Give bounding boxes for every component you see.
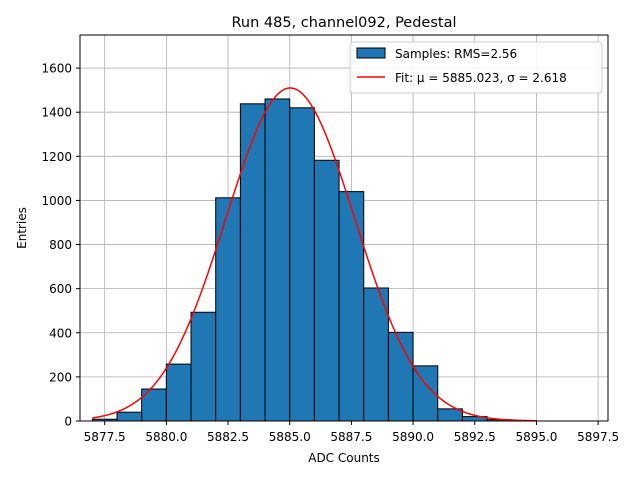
legend: Samples: RMS=2.56 Fit: μ = 5885.023, σ =… — [349, 41, 603, 94]
y-tick-label: 600 — [49, 282, 72, 296]
histogram-bar — [289, 107, 315, 422]
y-tick-label: 800 — [49, 238, 72, 252]
histogram-bar — [165, 363, 192, 422]
x-tick-label: 5897.5 — [577, 430, 619, 444]
x-tick-label: 5887.5 — [330, 430, 372, 444]
y-tick-label: 1600 — [41, 62, 72, 76]
histogram-bar — [190, 311, 217, 422]
y-axis-label: Entries — [15, 207, 29, 249]
histogram-bar — [239, 103, 266, 422]
y-tick-label: 0 — [64, 415, 72, 429]
x-tick-label: 5877.5 — [84, 430, 126, 444]
x-tick-label: 5882.5 — [207, 430, 249, 444]
x-axis: 5877.5 5880.0 5882.5 5885.0 5887.5 5890.0 5892… — [84, 421, 619, 444]
y-tick-label: 400 — [49, 326, 72, 340]
legend-label-fit: Fit: μ = 5885.023, σ = 2.618 — [395, 71, 567, 85]
fit-curve-line — [92, 87, 537, 422]
x-axis-label: ADC Counts — [308, 451, 380, 465]
chart-title: Run 485, channel092, Pedestal — [231, 15, 456, 31]
legend-swatch-samples — [356, 47, 386, 59]
x-tick-label: 5895.0 — [515, 430, 557, 444]
x-tick-label: 5880.0 — [145, 430, 187, 444]
histogram-bar — [363, 287, 389, 422]
legend-box — [349, 41, 603, 94]
histogram-bar — [387, 331, 414, 422]
histogram-bar — [116, 411, 143, 422]
histogram-bar — [215, 197, 241, 422]
legend-label-samples: Samples: RMS=2.56 — [395, 47, 517, 61]
x-tick-label: 5885.0 — [269, 430, 311, 444]
histogram-bar — [338, 191, 365, 422]
y-tick-label: 200 — [49, 370, 72, 384]
y-tick-label: 1400 — [41, 106, 72, 120]
histogram-bar — [313, 159, 340, 422]
x-tick-label: 5890.0 — [392, 430, 434, 444]
y-axis: 0 200 400 600 800 1000 1200 1400 1600 — [41, 62, 80, 429]
x-tick-label: 5892.5 — [454, 430, 496, 444]
y-tick-label: 1000 — [41, 194, 72, 208]
y-tick-label: 1200 — [41, 150, 72, 164]
histogram-bar — [264, 98, 291, 422]
plot-frame — [79, 34, 609, 422]
